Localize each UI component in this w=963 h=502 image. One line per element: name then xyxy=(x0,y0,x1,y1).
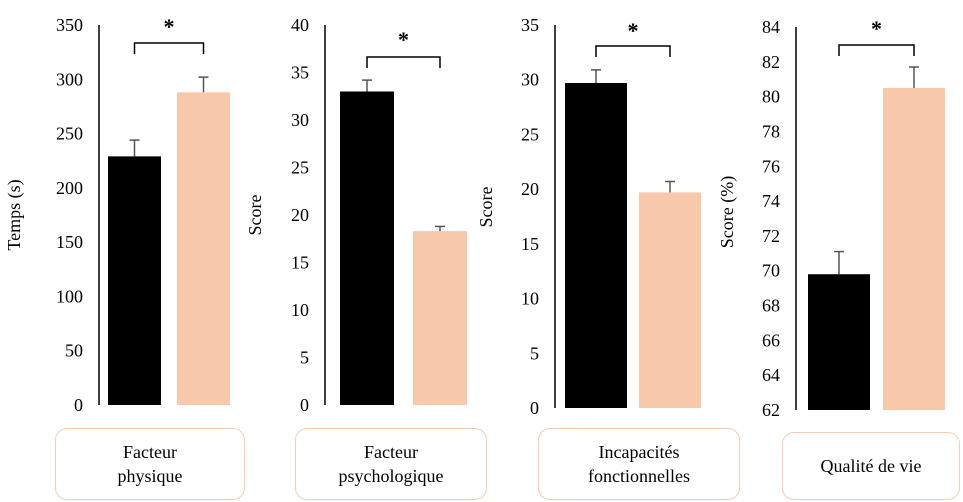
y-tick-label: 0 xyxy=(74,395,83,415)
significance-bracket xyxy=(595,45,671,57)
y-tick-label: 150 xyxy=(56,232,83,252)
caption-box-physique: Facteur physique xyxy=(55,428,245,500)
caption-box-incapacites: Incapacités fonctionnelles xyxy=(538,428,740,500)
y-tick-label: 5 xyxy=(530,343,539,363)
significance-star: * xyxy=(871,16,882,41)
y-tick-label: 64 xyxy=(762,365,780,385)
y-tick-label: 20 xyxy=(291,205,309,225)
chart-panel-2: 0 5 10 15 20 25 30 35 40 Score * xyxy=(245,15,467,415)
y-axis-label: Score (%) xyxy=(717,176,738,248)
y-tick-label: 76 xyxy=(762,156,780,176)
y-tick-label: 70 xyxy=(762,261,780,281)
significance-star: * xyxy=(628,18,639,43)
y-tick-label: 15 xyxy=(521,234,539,254)
y-tick-label: 250 xyxy=(56,124,83,144)
y-tick-label: 74 xyxy=(762,191,780,211)
y-tick-label: 62 xyxy=(762,400,780,420)
y-tick-label: 35 xyxy=(291,63,309,83)
y-tick-label: 72 xyxy=(762,226,780,246)
bar-black xyxy=(340,91,394,405)
significance-star: * xyxy=(164,14,175,39)
chart-panel-3: 0 5 10 15 20 25 30 35 Score * xyxy=(476,15,701,418)
y-tick-label: 20 xyxy=(521,179,539,199)
y-axis-label: Score xyxy=(476,186,496,227)
bar-peach xyxy=(639,192,701,408)
y-tick-label: 35 xyxy=(521,15,539,35)
y-tick-label: 200 xyxy=(56,178,83,198)
y-tick-label: 78 xyxy=(762,121,780,141)
significance-bracket xyxy=(366,56,441,68)
bar-black xyxy=(108,156,161,405)
y-tick-label: 84 xyxy=(762,17,780,37)
bar-peach xyxy=(883,87,945,410)
y-tick-label: 100 xyxy=(56,286,83,306)
y-tick-label: 66 xyxy=(762,330,780,350)
significance-bracket xyxy=(133,42,205,54)
caption-box-psychologique: Facteur psychologique xyxy=(295,428,487,500)
y-tick-label: 5 xyxy=(300,348,309,368)
y-tick-label: 10 xyxy=(521,289,539,309)
y-tick-label: 10 xyxy=(291,300,309,320)
y-tick-label: 15 xyxy=(291,253,309,273)
y-tick-label: 82 xyxy=(762,52,780,72)
chart-panel-4: 62 64 66 68 70 72 74 76 78 80 82 84 Score (%) * xyxy=(717,16,945,420)
significance-bracket xyxy=(838,44,915,56)
bar-black xyxy=(808,274,870,410)
chart-panel-1: 0 50 100 150 200 250 300 350 Temps (s) * xyxy=(4,14,230,415)
y-tick-label: 0 xyxy=(300,395,309,415)
caption-box-qualite: Qualité de vie xyxy=(782,432,960,500)
y-tick-label: 80 xyxy=(762,87,780,107)
y-tick-label: 68 xyxy=(762,296,780,316)
y-tick-label: 350 xyxy=(56,15,83,35)
significance-star: * xyxy=(398,27,409,52)
y-tick-label: 25 xyxy=(291,158,309,178)
bar-black xyxy=(565,82,627,409)
bar-peach xyxy=(177,92,230,406)
y-tick-label: 25 xyxy=(521,124,539,144)
y-axis-label: Temps (s) xyxy=(4,179,25,250)
y-tick-label: 50 xyxy=(65,341,83,361)
bar-peach xyxy=(413,231,467,405)
y-tick-label: 300 xyxy=(56,69,83,89)
y-tick-label: 30 xyxy=(291,110,309,130)
y-tick-label: 30 xyxy=(521,70,539,90)
y-tick-label: 40 xyxy=(291,15,309,35)
y-tick-label: 0 xyxy=(530,398,539,418)
y-axis-label: Score xyxy=(245,194,265,235)
